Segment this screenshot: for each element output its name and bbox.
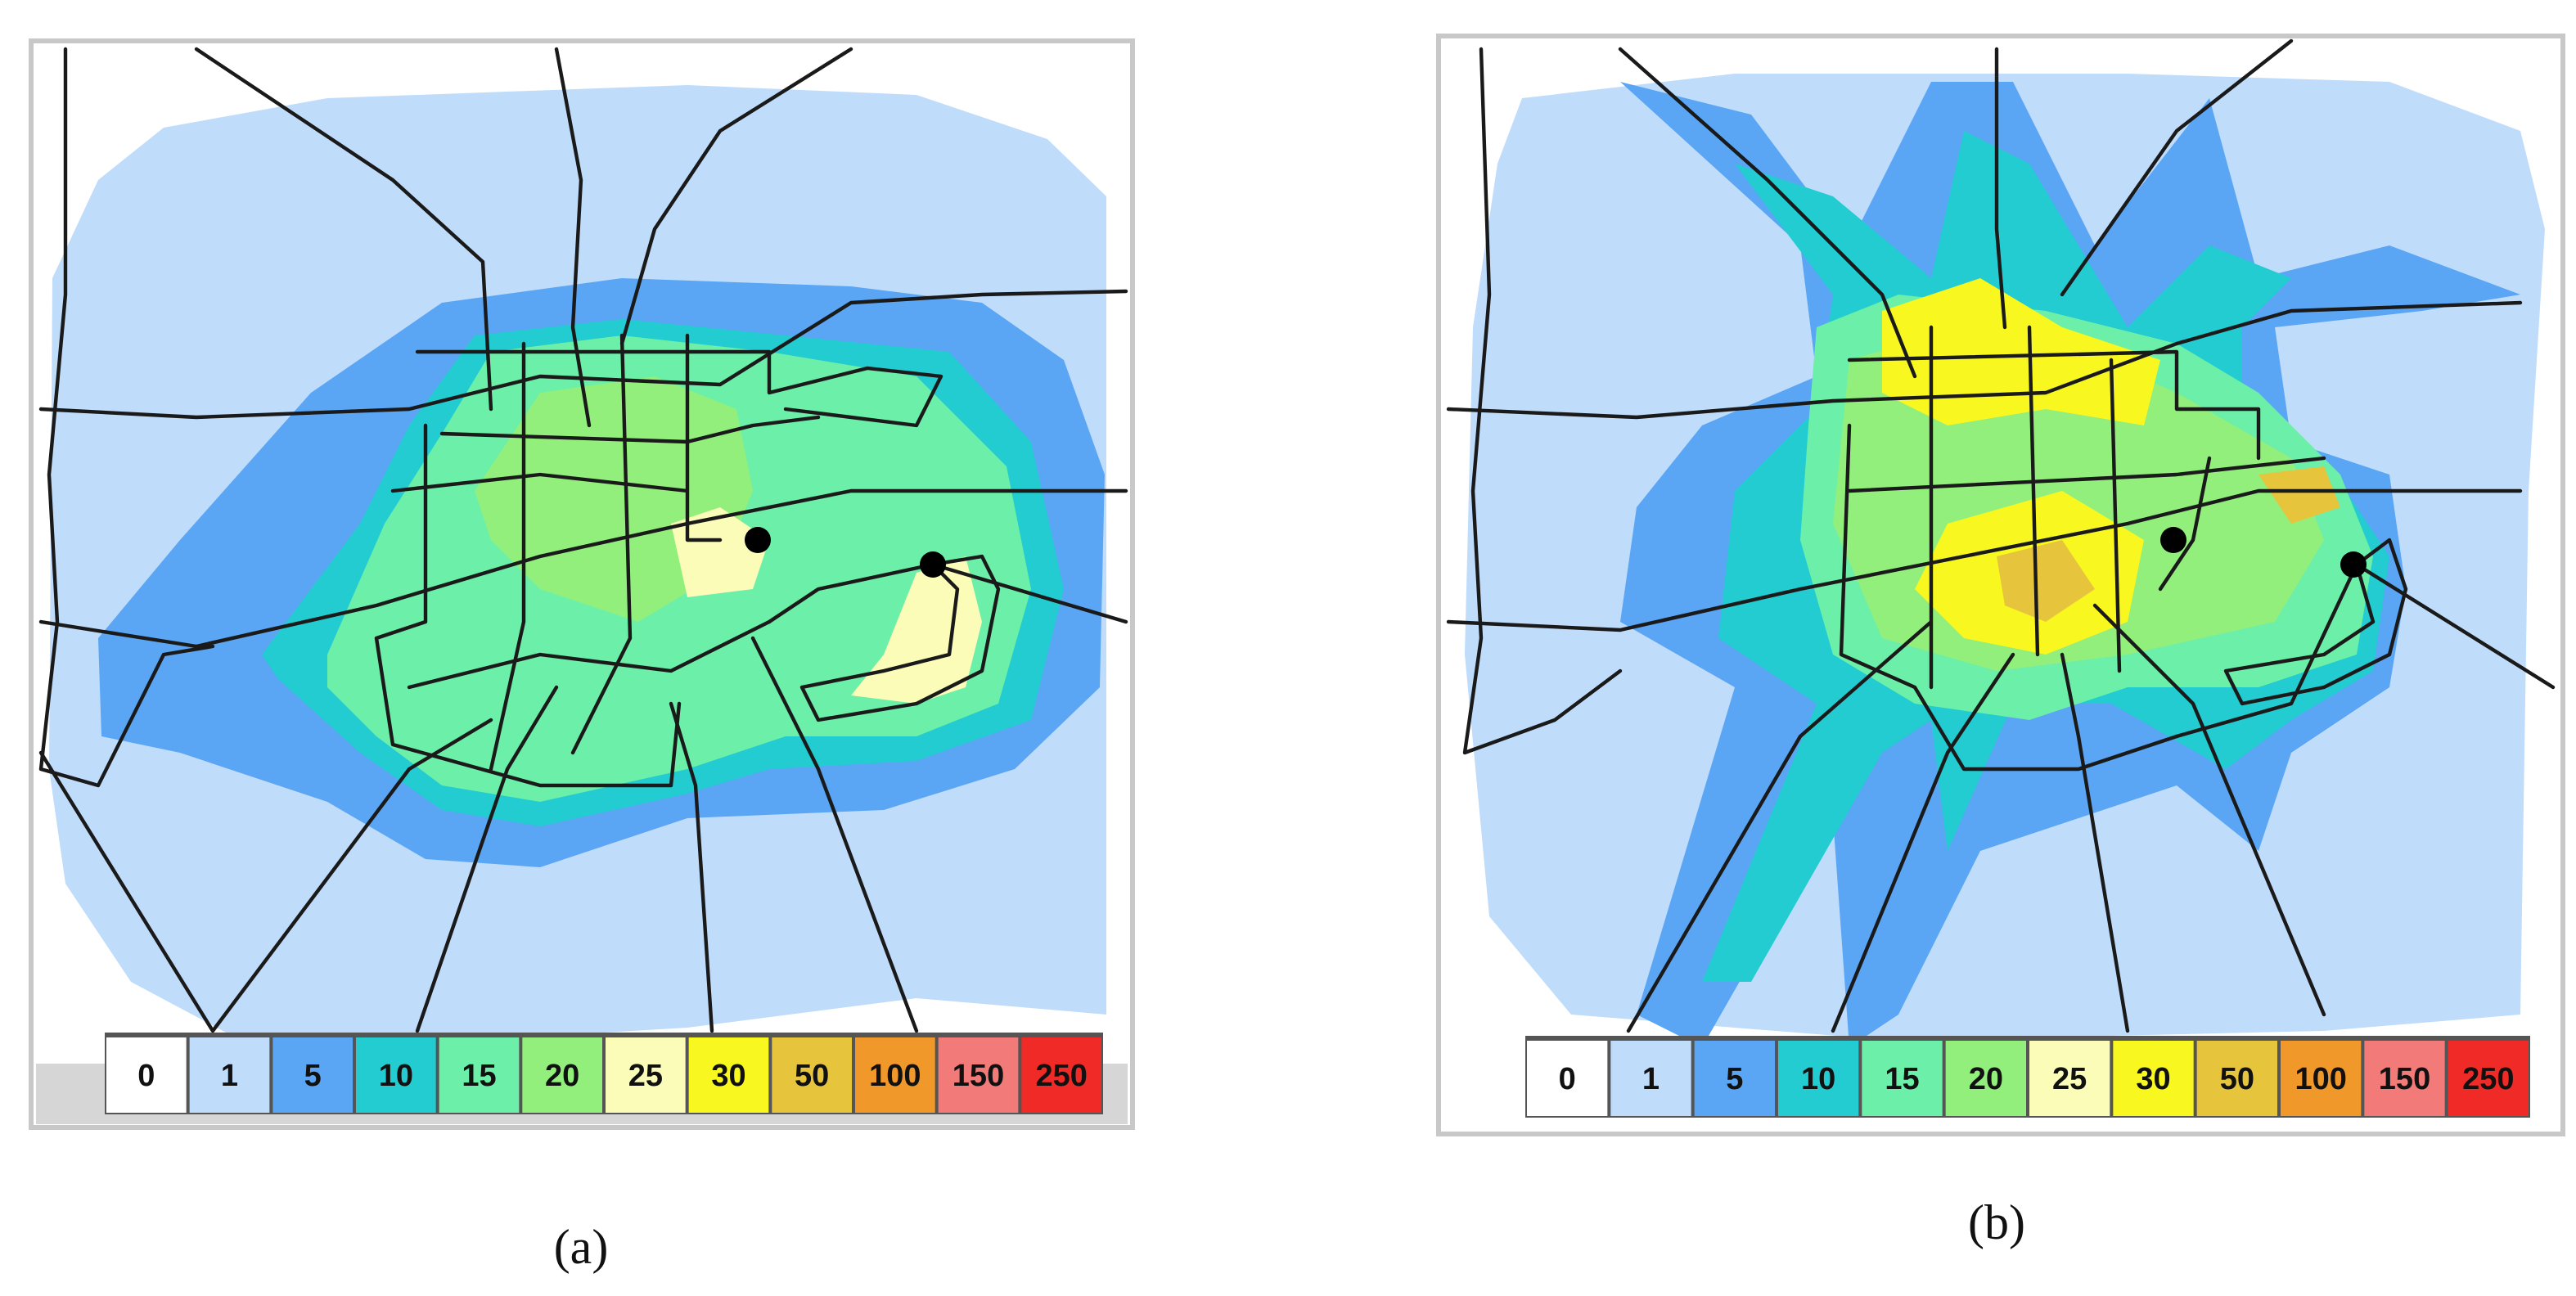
legend-label: 0 bbox=[1559, 1062, 1576, 1096]
legend-label: 15 bbox=[1885, 1062, 1919, 1096]
legend-swatch bbox=[1527, 1041, 1608, 1116]
legend-label: 25 bbox=[628, 1059, 663, 1093]
legend-label: 250 bbox=[1035, 1059, 1087, 1093]
legend-label: 50 bbox=[795, 1059, 829, 1093]
legend-swatch bbox=[2196, 1041, 2277, 1116]
legend-label: 100 bbox=[869, 1059, 921, 1093]
legend: 0 1 5 10 15 20 25 30 50 100 150 250 bbox=[105, 1033, 1103, 1114]
legend-label: 150 bbox=[2379, 1062, 2430, 1096]
legend-label: 15 bbox=[462, 1059, 496, 1093]
legend-swatch bbox=[938, 1037, 1019, 1113]
legend-label: 10 bbox=[1801, 1062, 1835, 1096]
legend-label: 20 bbox=[545, 1059, 579, 1093]
legend-label: 25 bbox=[2052, 1062, 2087, 1096]
legend-swatch bbox=[522, 1037, 602, 1113]
legend-frame bbox=[1525, 1036, 2530, 1118]
legend-swatch bbox=[439, 1037, 520, 1113]
map-panel: 0 1 5 10 15 20 25 30 50 100 150 250 (b) bbox=[1436, 34, 2565, 1249]
legend-label: 10 bbox=[379, 1059, 413, 1093]
legend-swatch bbox=[2029, 1041, 2110, 1116]
legend-label: 150 bbox=[952, 1059, 1004, 1093]
site-marker bbox=[2160, 527, 2186, 553]
legend-label: 30 bbox=[711, 1059, 745, 1093]
legend-label: 50 bbox=[2220, 1062, 2254, 1096]
legend-swatch bbox=[688, 1037, 769, 1113]
legend-swatch bbox=[2113, 1041, 2194, 1116]
heat-zone-25 bbox=[671, 507, 769, 597]
road-network bbox=[38, 47, 1128, 1033]
legend-swatch bbox=[106, 1037, 187, 1113]
heat-zone-30 bbox=[1882, 278, 2160, 425]
legend-label: 100 bbox=[2295, 1062, 2346, 1096]
legend-label: 5 bbox=[1726, 1062, 1743, 1096]
road-network bbox=[1446, 38, 2556, 1033]
legend-label: 250 bbox=[2462, 1062, 2514, 1096]
legend-swatch bbox=[2448, 1041, 2529, 1116]
legend-label: 5 bbox=[304, 1059, 322, 1093]
legend-swatch bbox=[189, 1037, 270, 1113]
site-marker bbox=[745, 527, 771, 553]
legend-swatch bbox=[606, 1037, 686, 1113]
legend-swatch bbox=[2364, 1041, 2445, 1116]
map-panel: 0 1 5 10 15 20 25 30 50 100 150 250 (a) bbox=[29, 38, 1135, 1274]
legend-label: 20 bbox=[1969, 1062, 2003, 1096]
heat-zone-50 bbox=[1997, 540, 2095, 622]
legend-swatch bbox=[356, 1037, 436, 1113]
legend-swatch bbox=[1610, 1041, 1691, 1116]
legend-swatch bbox=[1945, 1041, 2026, 1116]
legend-swatch bbox=[1778, 1041, 1859, 1116]
legend-swatch bbox=[1862, 1041, 1943, 1116]
legend-frame bbox=[105, 1033, 1103, 1114]
legend-label: 30 bbox=[2136, 1062, 2170, 1096]
legend-swatch bbox=[2281, 1041, 2362, 1116]
legend-swatch bbox=[1021, 1037, 1101, 1113]
site-marker bbox=[2340, 551, 2367, 578]
panel-label: (b) bbox=[1968, 1195, 2025, 1249]
heat-zone-25 bbox=[851, 556, 982, 704]
legend-swatch bbox=[1694, 1041, 1775, 1116]
legend-label: 1 bbox=[1642, 1062, 1660, 1096]
legend-swatch bbox=[772, 1037, 852, 1113]
heat-zone-50 bbox=[2259, 466, 2340, 524]
legend-label: 0 bbox=[137, 1059, 155, 1093]
legend-swatch bbox=[855, 1037, 935, 1113]
legend-swatch bbox=[272, 1037, 353, 1113]
legend: 0 1 5 10 15 20 25 30 50 100 150 250 bbox=[1525, 1036, 2530, 1118]
legend-label: 1 bbox=[221, 1059, 238, 1093]
site-marker bbox=[920, 551, 946, 578]
panel-label: (a) bbox=[554, 1220, 609, 1274]
